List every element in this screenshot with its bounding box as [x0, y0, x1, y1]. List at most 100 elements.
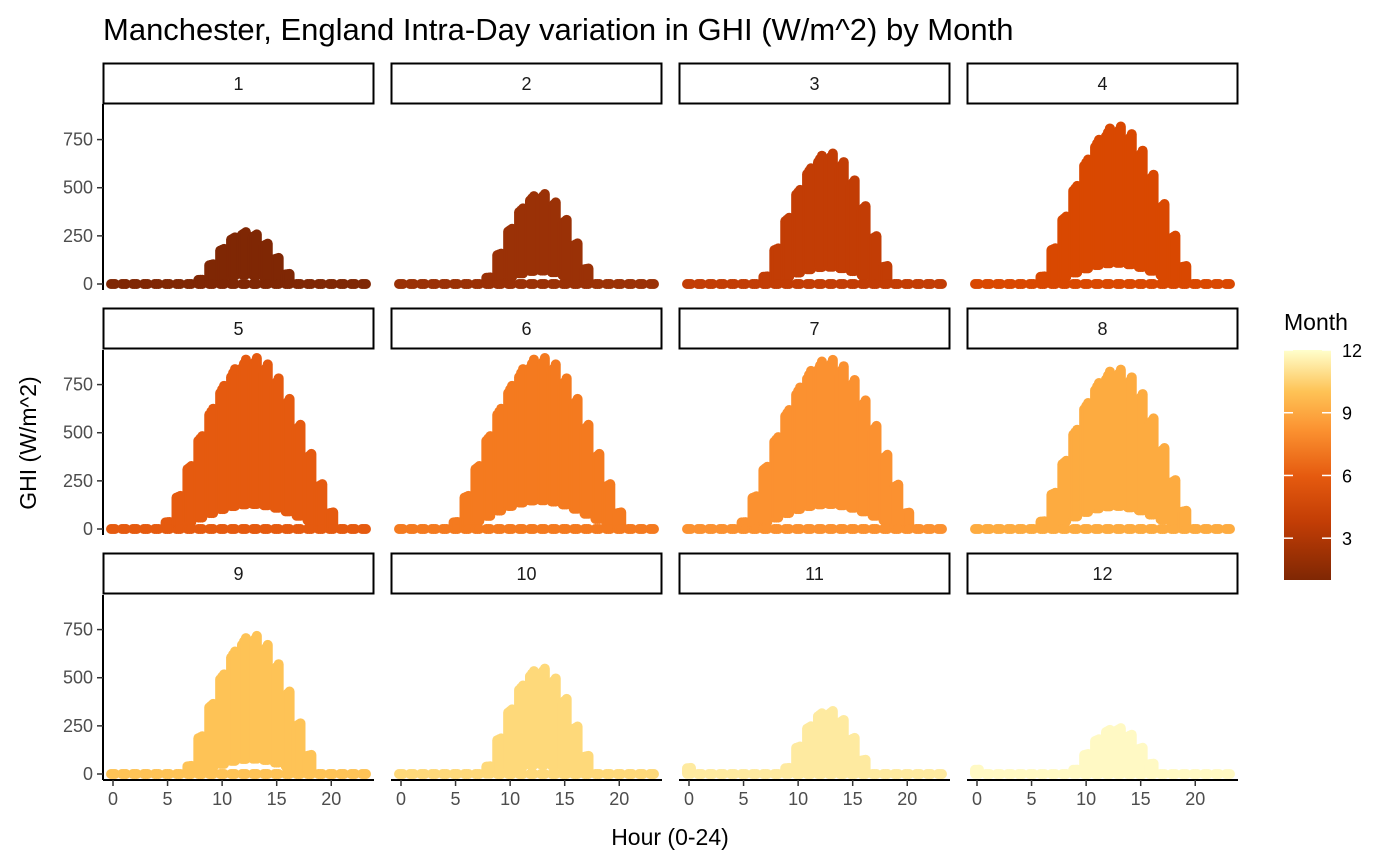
data-point: [1148, 279, 1159, 289]
data-point: [1083, 279, 1094, 289]
data-point: [605, 279, 616, 289]
data-point: [328, 769, 339, 779]
x-tick-label: 15: [555, 789, 575, 809]
data-point: [131, 279, 142, 289]
data-point: [496, 279, 507, 289]
data-point: [718, 769, 729, 779]
data-point: [648, 279, 659, 289]
data-point: [827, 524, 838, 534]
data-point: [816, 769, 827, 779]
data-point: [1159, 524, 1170, 534]
data-point: [142, 279, 153, 289]
data-points: [394, 188, 659, 289]
data-point: [827, 279, 838, 289]
facet-strip-label: 7: [809, 319, 819, 339]
data-point: [1137, 524, 1148, 534]
facet-strip-label: 5: [233, 319, 243, 339]
data-point: [550, 279, 561, 289]
data-point: [1115, 524, 1126, 534]
y-axis-title: GHI (W/m^2): [15, 376, 41, 509]
data-point: [936, 279, 947, 289]
x-tick-label: 15: [1131, 789, 1151, 809]
data-points: [106, 227, 371, 289]
data-point: [838, 279, 849, 289]
data-point: [882, 279, 893, 289]
data-point: [784, 524, 795, 534]
data-point: [1203, 279, 1214, 289]
data-point: [273, 524, 284, 534]
data-point: [973, 524, 984, 534]
data-point: [1126, 279, 1137, 289]
data-point: [572, 524, 583, 534]
data-point: [893, 769, 904, 779]
x-axis-title: Hour (0-24): [611, 824, 729, 850]
data-point: [208, 524, 219, 534]
data-point: [638, 769, 649, 779]
y-tick-label: 500: [63, 178, 93, 198]
data-point: [849, 279, 860, 289]
data-point: [718, 279, 729, 289]
data-point: [1083, 524, 1094, 534]
data-point: [328, 279, 339, 289]
data-point: [806, 279, 817, 289]
data-point: [1137, 279, 1148, 289]
facet-strip-label: 10: [516, 564, 536, 584]
data-point: [131, 524, 142, 534]
data-point: [496, 769, 507, 779]
data-point: [528, 524, 539, 534]
data-point: [153, 279, 164, 289]
data-point: [1050, 769, 1061, 779]
data-point: [284, 524, 295, 534]
facet-strip: [966, 62, 1239, 105]
data-point: [561, 279, 572, 289]
data-point: [605, 769, 616, 779]
data-point: [120, 524, 131, 534]
data-point: [507, 279, 518, 289]
data-point: [317, 279, 328, 289]
x-tick-label: 20: [321, 789, 341, 809]
facet-panel-month-1: 1 0 250 500 750: [63, 62, 375, 294]
facet-panel-month-10: 10 0 5 10 15 20: [390, 552, 663, 809]
data-point: [175, 524, 186, 534]
data-point: [153, 769, 164, 779]
data-point: [120, 769, 131, 779]
data-point: [1072, 279, 1083, 289]
data-point: [860, 279, 871, 289]
y-tick-label: 500: [63, 423, 93, 443]
data-point: [120, 279, 131, 289]
facet-strip: [390, 62, 663, 105]
data-point: [648, 524, 659, 534]
data-point: [175, 279, 186, 289]
data-point: [131, 769, 142, 779]
data-point: [860, 524, 871, 534]
data-point: [339, 524, 350, 534]
data-points: [970, 364, 1235, 534]
data-point: [219, 524, 230, 534]
data-points: [682, 705, 947, 779]
data-point: [915, 524, 926, 534]
data-point: [550, 524, 561, 534]
data-point: [795, 524, 806, 534]
data-point: [1192, 769, 1203, 779]
data-point: [1061, 524, 1072, 534]
data-point: [430, 769, 441, 779]
data-point: [441, 279, 452, 289]
data-point: [109, 769, 120, 779]
data-point: [273, 769, 284, 779]
y-tick-label: 750: [63, 375, 93, 395]
data-point: [627, 279, 638, 289]
data-point: [419, 769, 430, 779]
data-point: [328, 524, 339, 534]
data-point: [616, 524, 627, 534]
data-point: [936, 524, 947, 534]
data-point: [240, 279, 251, 289]
data-point: [995, 279, 1006, 289]
data-point: [109, 524, 120, 534]
data-point: [806, 769, 817, 779]
data-point: [685, 524, 696, 534]
data-point: [518, 769, 529, 779]
facet-strip: [678, 62, 951, 105]
data-point: [806, 524, 817, 534]
data-point: [773, 524, 784, 534]
